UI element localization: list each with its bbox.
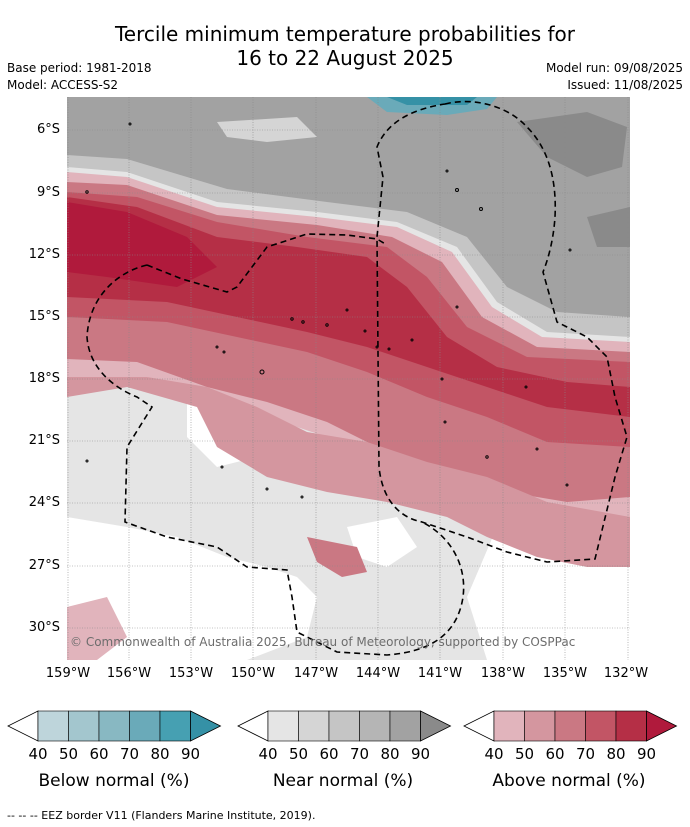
above-normal-50-band	[67, 377, 630, 567]
colorbar-title-near-normal: Near normal (%)	[272, 771, 414, 791]
lat-label-9s: 9°S	[36, 185, 60, 200]
above-normal-patch-south	[307, 537, 367, 577]
lat-label-30s: 30°S	[28, 620, 60, 635]
near-normal-90-patch-2	[587, 207, 630, 247]
lon-label-138w: 138°W	[480, 666, 526, 681]
issued-date: Issued: 11/08/2025	[567, 78, 683, 92]
lat-label-18s: 18°S	[28, 371, 60, 386]
eez-footnote: -- -- -- EEZ border V11 (Flanders Marine…	[7, 809, 316, 822]
no-dominant-region-patch	[347, 517, 417, 567]
colorbar-tick-label: 60	[319, 745, 339, 763]
colorbar-below-normal	[7, 710, 222, 742]
colorbar-tick-label: 40	[258, 745, 278, 763]
colorbar-tick-label: 80	[150, 745, 170, 763]
lat-label-21s: 21°S	[28, 433, 60, 448]
model-run: Model run: 09/08/2025	[545, 61, 683, 75]
islands	[85, 122, 572, 499]
colorbar-segment	[554, 710, 586, 742]
lat-label-12s: 12°S	[28, 247, 60, 262]
colorbar-segment	[159, 710, 191, 742]
colorbar-segment	[68, 710, 100, 742]
lon-label-150w: 150°W	[230, 666, 276, 681]
lon-label-132w: 132°W	[603, 666, 649, 681]
title-line-2: 16 to 22 August 2025	[236, 46, 454, 70]
probability-map	[67, 97, 630, 660]
colorbar-segment	[524, 710, 556, 742]
map-title: Tercile minimum temperature probabilitie…	[0, 22, 690, 70]
colorbar-title-below-normal: Below normal (%)	[38, 771, 190, 791]
eez-border-south	[86, 264, 465, 656]
lon-label-144w: 144°W	[355, 666, 401, 681]
lon-label-135w: 135°W	[542, 666, 588, 681]
meta-right: Model run: 09/08/2025 Issued: 11/08/2025	[546, 60, 683, 94]
colorbar-segment	[615, 710, 647, 742]
lon-label-141w: 141°W	[417, 666, 463, 681]
colorbar-tick-label: 40	[28, 745, 48, 763]
lat-label-6s: 6°S	[36, 122, 60, 137]
near-normal-50-patch	[217, 117, 317, 142]
colorbar-segment	[267, 710, 299, 742]
above-normal-patch-sw	[67, 597, 127, 660]
colorbar-near-normal	[237, 710, 452, 742]
colorbar-tick-label: 50	[288, 745, 309, 763]
colorbar-extend-high	[190, 710, 222, 742]
colorbar-segment	[585, 710, 617, 742]
lon-label-153w: 153°W	[168, 666, 214, 681]
colorbar-tick-label: 70	[119, 745, 140, 763]
map-canvas	[67, 97, 630, 660]
colorbar-tick-label: 60	[545, 745, 565, 763]
no-dominant-region-sw	[67, 517, 317, 660]
below-normal-90-patch	[387, 97, 477, 105]
above-normal-80-region	[67, 197, 630, 417]
lat-label-24s: 24°S	[28, 495, 60, 510]
colorbar-segment	[493, 710, 525, 742]
near-normal-80-region	[67, 97, 630, 317]
colorbar-tick-label: 90	[180, 745, 201, 763]
colorbar-tick-label: 70	[349, 745, 370, 763]
title-line-1: Tercile minimum temperature probabilitie…	[114, 22, 576, 46]
colorbar-tick-label: 50	[514, 745, 535, 763]
colorbar-tick-label: 70	[575, 745, 596, 763]
base-period: Base period: 1981-2018	[7, 61, 152, 75]
lon-label-159w: 159°W	[45, 666, 91, 681]
colorbar-above-normal	[463, 710, 678, 742]
lat-label-27s: 27°S	[28, 558, 60, 573]
colorbar-extend-low	[7, 710, 39, 742]
colorbar-segment	[98, 710, 130, 742]
colorbar-segment	[298, 710, 330, 742]
colorbar-extend-low	[237, 710, 269, 742]
colorbar-extend-high	[646, 710, 678, 742]
colorbar-segment	[37, 710, 69, 742]
lat-label-15s: 15°S	[28, 309, 60, 324]
colorbar-title-above-normal: Above normal (%)	[492, 771, 646, 791]
colorbar-segment	[328, 710, 360, 742]
colorbar-tick-label: 50	[58, 745, 79, 763]
above-normal-90-region	[67, 202, 217, 287]
colorbar-tick-label: 60	[89, 745, 109, 763]
lon-label-147w: 147°W	[293, 666, 339, 681]
colorbar-extend-high	[420, 710, 452, 742]
colorbar-segment	[129, 710, 161, 742]
model-name: Model: ACCESS-S2	[7, 78, 119, 92]
colorbars	[7, 710, 678, 742]
colorbar-segment	[389, 710, 421, 742]
near-normal-90-patch	[517, 112, 627, 177]
colorbar-tick-label: 90	[636, 745, 657, 763]
colorbar-tick-label: 90	[410, 745, 431, 763]
lon-label-156w: 156°W	[106, 666, 152, 681]
colorbar-tick-label: 80	[606, 745, 626, 763]
colorbar-tick-label: 80	[380, 745, 400, 763]
eez-border-marquesas-tuamotu	[376, 100, 628, 563]
eez-border-north	[146, 233, 388, 293]
meta-left: Base period: 1981-2018 Model: ACCESS-S2	[7, 60, 152, 94]
colorbar-segment	[359, 710, 391, 742]
colorbar-extend-low	[463, 710, 495, 742]
colorbar-tick-label: 40	[484, 745, 504, 763]
copyright-notice: © Commonwealth of Australia 2025, Bureau…	[70, 635, 576, 649]
